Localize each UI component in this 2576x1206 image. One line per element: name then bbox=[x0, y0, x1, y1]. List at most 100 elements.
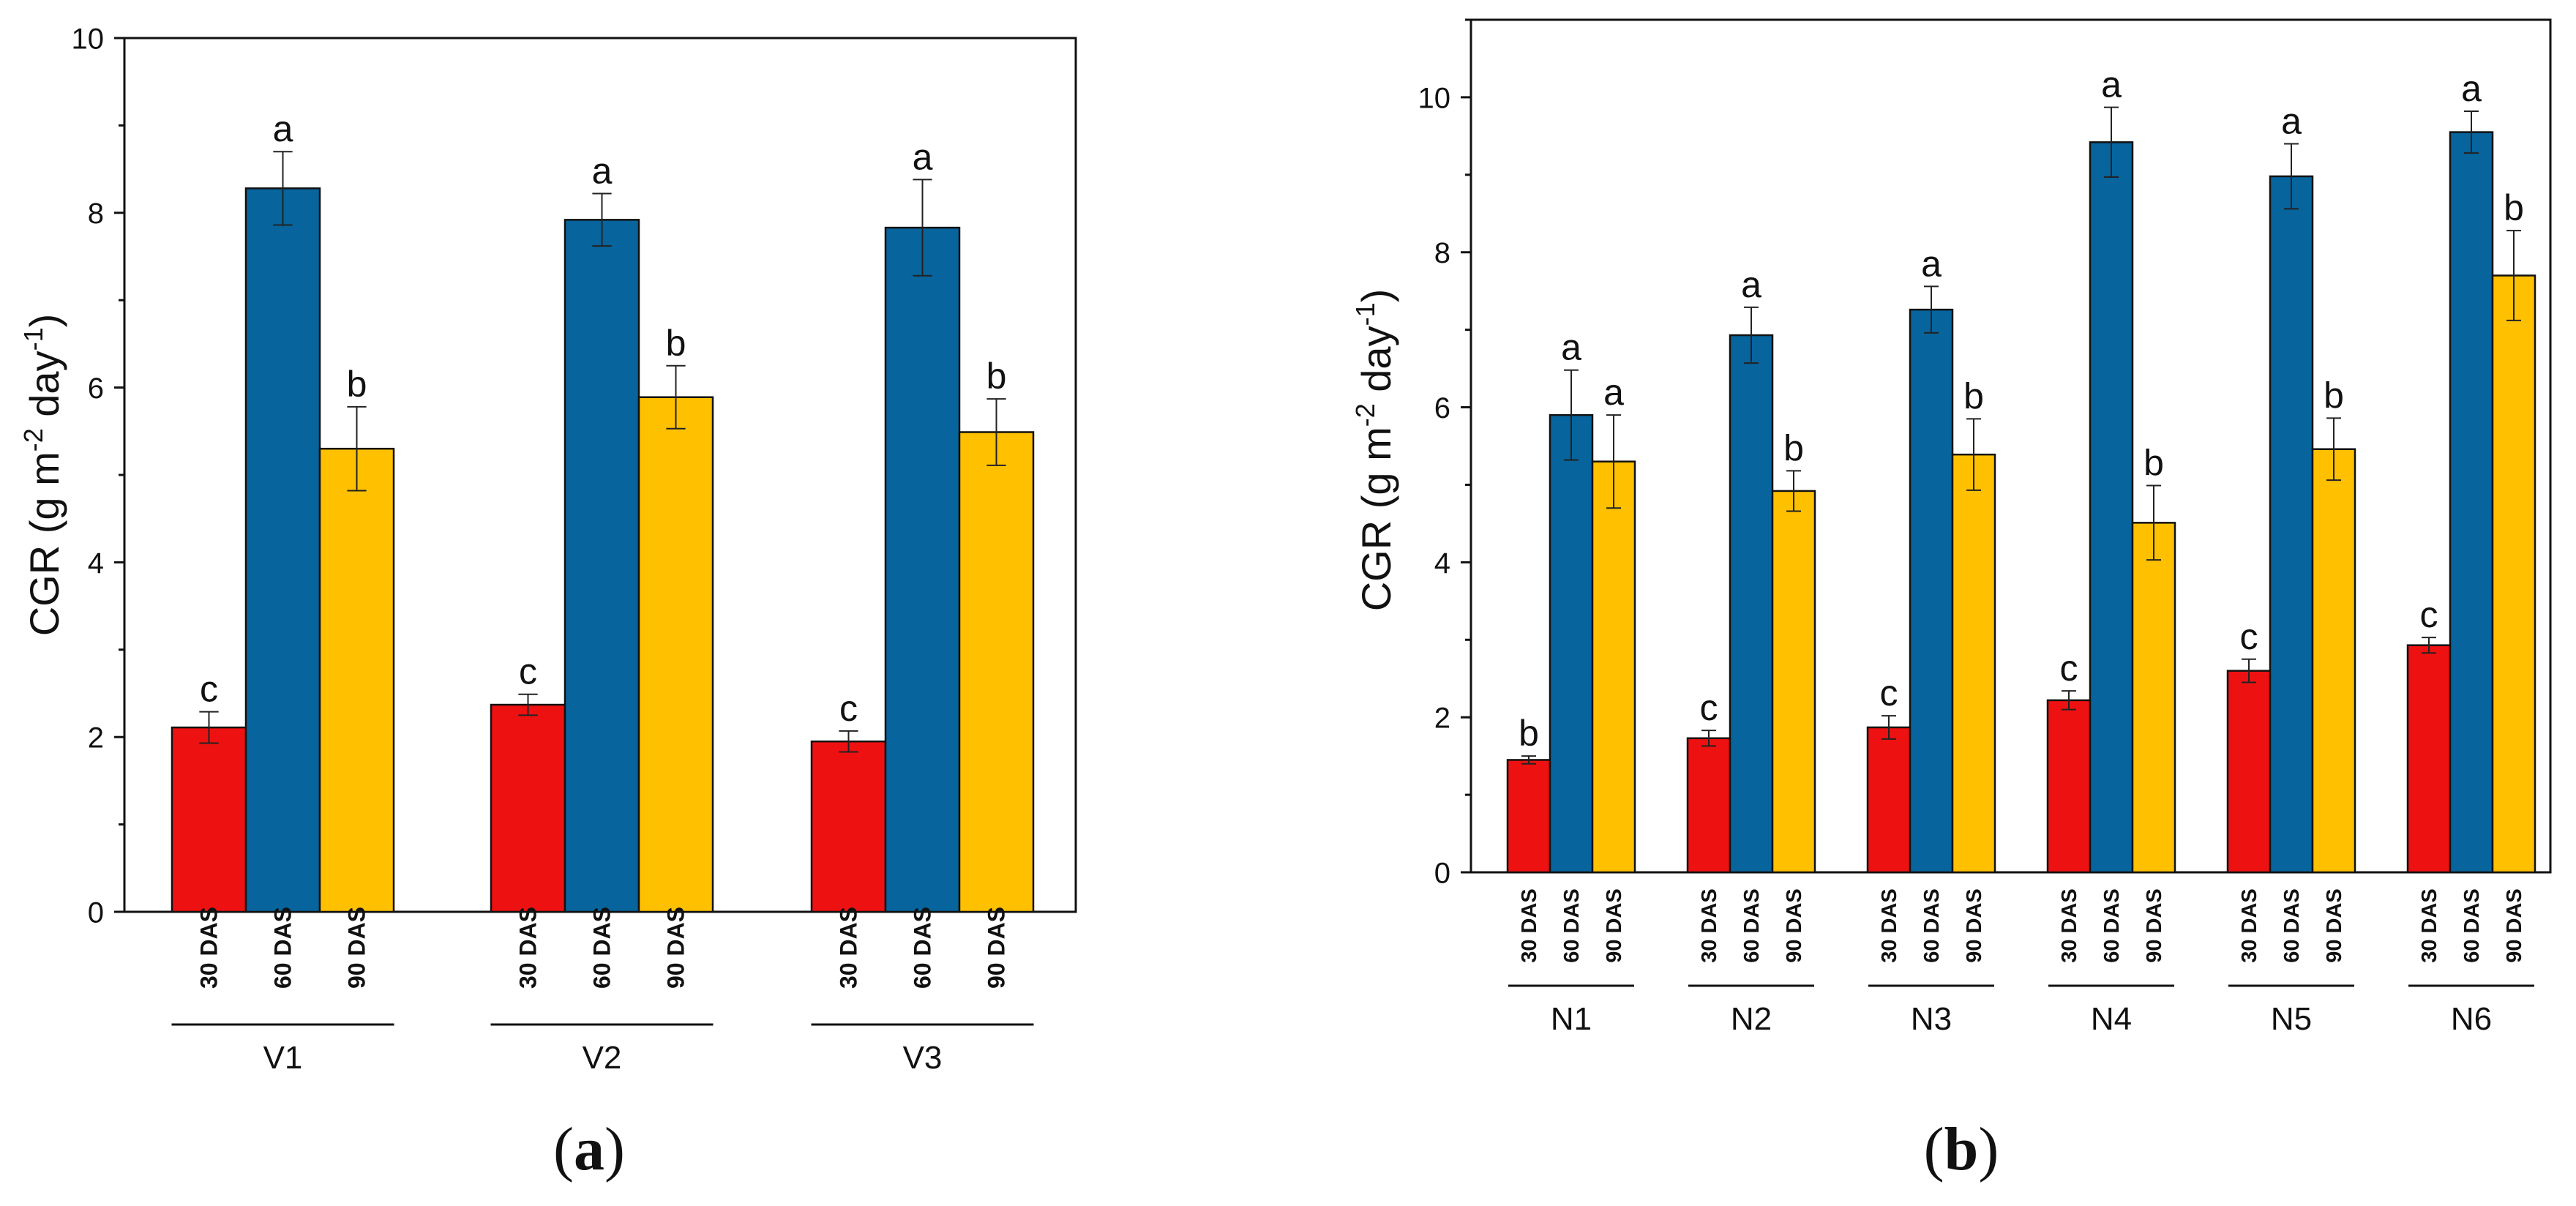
panel-label-b: (b) bbox=[1924, 1115, 1999, 1183]
y-axis-title-a: CGR (g m-2 day-1) bbox=[18, 314, 67, 637]
group-label-V1: V1 bbox=[263, 1040, 303, 1076]
significance-letter: c bbox=[2240, 616, 2258, 657]
y-tick-label: 0 bbox=[88, 896, 104, 929]
significance-letter: a bbox=[1561, 327, 1581, 368]
bar-N1-0 bbox=[1506, 759, 1551, 874]
bar-N4-0 bbox=[2046, 699, 2092, 874]
bar-N2-1 bbox=[1729, 334, 1774, 874]
bar-N5-1 bbox=[2269, 175, 2314, 874]
category-label: 30 DAS bbox=[1518, 888, 1541, 963]
bar-N2-2 bbox=[1771, 490, 1816, 874]
bar-V1-0 bbox=[171, 726, 247, 913]
bar-V3-0 bbox=[810, 740, 887, 913]
group-label-N1: N1 bbox=[1551, 1001, 1592, 1037]
significance-letter: b bbox=[2143, 443, 2164, 484]
bar-N6-1 bbox=[2449, 131, 2494, 874]
bar-V2-0 bbox=[490, 703, 566, 913]
group-label-V3: V3 bbox=[903, 1040, 943, 1076]
significance-letter: a bbox=[2101, 64, 2122, 105]
category-label: 90 DAS bbox=[344, 907, 370, 989]
y-tick-label: 2 bbox=[88, 722, 104, 754]
significance-letter: c bbox=[2420, 594, 2438, 635]
bar-N6-2 bbox=[2491, 274, 2536, 874]
significance-letter: a bbox=[1603, 372, 1624, 413]
bar-N1-2 bbox=[1591, 460, 1636, 874]
bar-N1-1 bbox=[1549, 413, 1594, 874]
significance-letter: c bbox=[200, 669, 218, 710]
category-label: 60 DAS bbox=[2280, 888, 2304, 963]
significance-letter: b bbox=[1783, 427, 1804, 468]
category-label: 60 DAS bbox=[910, 907, 936, 989]
group-label-V2: V2 bbox=[583, 1040, 622, 1076]
group-label-N2: N2 bbox=[1731, 1001, 1772, 1037]
bar-V2-2 bbox=[637, 396, 714, 913]
category-label: 60 DAS bbox=[270, 907, 296, 989]
bar-N4-2 bbox=[2131, 522, 2176, 874]
category-label: 60 DAS bbox=[1560, 888, 1584, 963]
category-label: 90 DAS bbox=[2323, 888, 2346, 963]
category-label: 90 DAS bbox=[1963, 888, 1986, 963]
significance-letter: b bbox=[2504, 187, 2524, 228]
significance-letter: c bbox=[2060, 648, 2078, 689]
category-label: 30 DAS bbox=[1698, 888, 1721, 963]
significance-letter: a bbox=[1741, 264, 1761, 305]
significance-letter: b bbox=[2324, 375, 2344, 416]
significance-letter: a bbox=[592, 151, 613, 192]
plot-frame-b bbox=[1469, 18, 2552, 874]
significance-letter: a bbox=[913, 136, 933, 177]
y-tick-label: 8 bbox=[88, 198, 104, 230]
category-label: 90 DAS bbox=[1603, 888, 1626, 963]
group-label-N4: N4 bbox=[2091, 1001, 2132, 1037]
bar-N4-1 bbox=[2089, 141, 2134, 874]
significance-letter: c bbox=[839, 688, 858, 729]
x-axis-labels-b: 30 DAS 60 DAS 90 DAS N1 30 DAS 60 DAS 90 DAS N2… bbox=[1508, 888, 2534, 1037]
category-label: 30 DAS bbox=[2238, 888, 2261, 963]
category-label: 60 DAS bbox=[1740, 888, 1764, 963]
category-label: 60 DAS bbox=[1920, 888, 1944, 963]
bar-V1-2 bbox=[318, 447, 395, 913]
significance-letter: b bbox=[986, 356, 1007, 397]
bar-N2-0 bbox=[1686, 737, 1731, 874]
bars-a: c a b c a b c a b bbox=[171, 108, 1035, 913]
y-tick-label: 4 bbox=[88, 547, 104, 580]
x-axis-labels-a: 30 DAS 60 DAS 90 DAS V1 30 DAS 60 DAS 90 DAS V2… bbox=[171, 907, 1034, 1076]
significance-letter: b bbox=[1963, 375, 1984, 416]
y-axis-title-b: CGR (g m-2 day-1) bbox=[1350, 289, 1399, 612]
significance-letter: c bbox=[1880, 673, 1898, 714]
bar-N5-0 bbox=[2226, 670, 2272, 874]
category-label: 60 DAS bbox=[2100, 888, 2124, 963]
significance-letter: b bbox=[1519, 713, 1539, 754]
category-label: 90 DAS bbox=[2503, 888, 2526, 963]
bar-N3-0 bbox=[1866, 726, 1912, 874]
significance-letter: c bbox=[519, 651, 537, 692]
y-tick-label: 6 bbox=[88, 372, 104, 405]
bar-N5-2 bbox=[2311, 448, 2356, 874]
significance-letter: a bbox=[2281, 100, 2302, 141]
bar-V1-1 bbox=[244, 187, 321, 913]
bar-V3-1 bbox=[884, 226, 961, 913]
y-tick-label: 6 bbox=[1434, 392, 1450, 424]
y-tick-label: 4 bbox=[1434, 547, 1450, 580]
group-label-N3: N3 bbox=[1911, 1001, 1952, 1037]
panel-label-a: (a) bbox=[553, 1115, 625, 1183]
category-label: 60 DAS bbox=[589, 907, 615, 989]
significance-letter: b bbox=[666, 323, 686, 364]
category-label: 30 DAS bbox=[2058, 888, 2081, 963]
y-tick-label: 0 bbox=[1434, 857, 1450, 889]
y-tick-label: 10 bbox=[72, 23, 105, 55]
category-label: 90 DAS bbox=[984, 907, 1010, 989]
y-tick-label: 2 bbox=[1434, 703, 1450, 735]
category-label: 90 DAS bbox=[1783, 888, 1806, 963]
significance-letter: c bbox=[1700, 687, 1718, 728]
category-label: 30 DAS bbox=[836, 907, 862, 989]
significance-letter: a bbox=[273, 108, 293, 149]
category-label: 60 DAS bbox=[2460, 888, 2484, 963]
group-label-N5: N5 bbox=[2271, 1001, 2312, 1037]
bar-N3-1 bbox=[1909, 308, 1954, 874]
bar-V3-2 bbox=[958, 431, 1035, 913]
bar-N3-2 bbox=[1951, 453, 1996, 874]
